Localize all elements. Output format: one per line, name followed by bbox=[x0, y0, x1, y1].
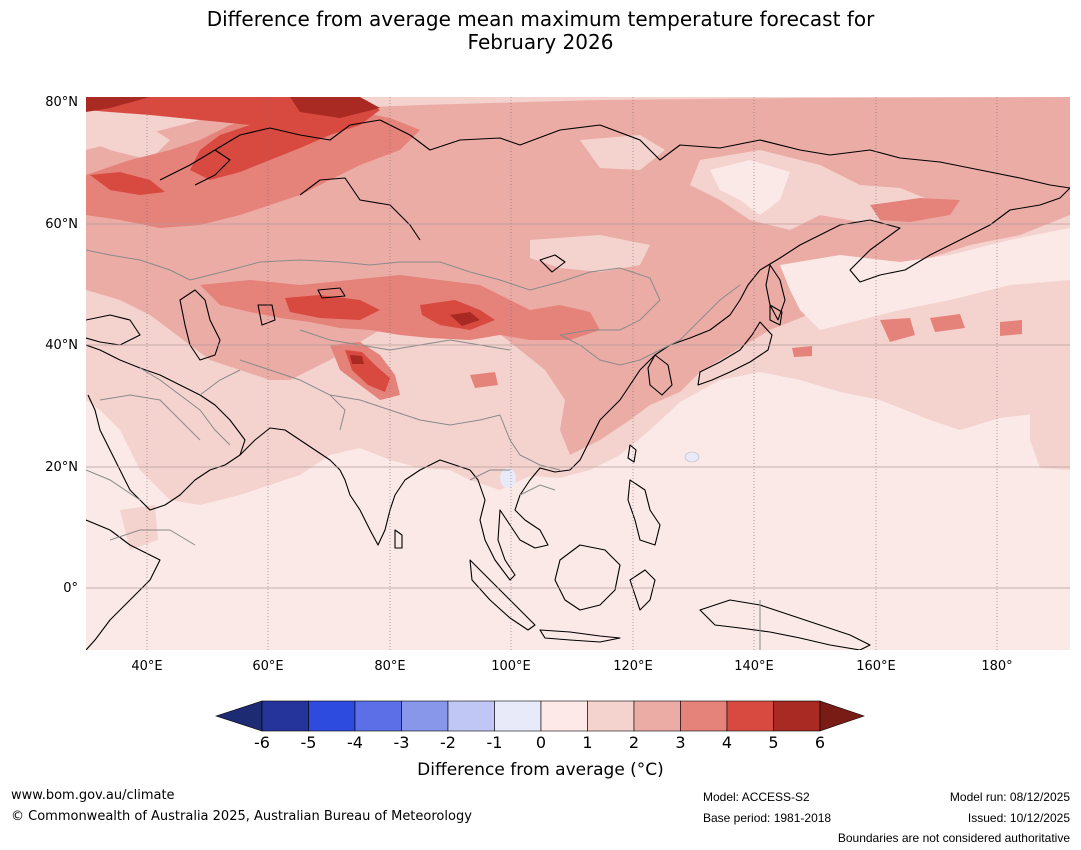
colorbar-extend-high bbox=[819, 700, 865, 732]
anomaly-patch-5-6 bbox=[350, 355, 364, 364]
colorbar-cell bbox=[494, 700, 542, 732]
anomaly-patch-1-2 bbox=[86, 108, 170, 160]
anomaly-band-5-6 bbox=[86, 97, 150, 112]
anomaly-patch-negative bbox=[500, 468, 516, 488]
colorbar-tick: -2 bbox=[440, 733, 456, 752]
anomaly-patch-5-6 bbox=[450, 312, 480, 326]
title-line-1: Difference from average mean maximum tem… bbox=[206, 7, 875, 31]
lon-label: 40°E bbox=[131, 659, 163, 674]
lon-label: 60°E bbox=[252, 659, 284, 674]
anomaly-patch-1-2 bbox=[120, 505, 158, 550]
colorbar-cell bbox=[261, 700, 309, 732]
colorbar-cell bbox=[587, 700, 635, 732]
model-run-date: Model run: 08/12/2025 bbox=[949, 790, 1070, 804]
colorbar-cell bbox=[633, 700, 681, 732]
colorbar-tick: 6 bbox=[814, 733, 826, 752]
colorbar-cell bbox=[773, 700, 821, 732]
anomaly-patch-5-6 bbox=[290, 97, 380, 118]
lon-label: 120°E bbox=[613, 659, 653, 674]
colorbar-tick: -6 bbox=[254, 733, 270, 752]
model-name: Model: ACCESS-S2 bbox=[703, 790, 810, 804]
lat-label: 80°N bbox=[45, 95, 78, 110]
base-period: Base period: 1981-2018 bbox=[703, 811, 832, 825]
lon-label: 180° bbox=[981, 659, 1013, 674]
boundaries-disclaimer: Boundaries are not considered authoritat… bbox=[837, 831, 1070, 845]
colorbar-cell bbox=[726, 700, 774, 732]
colorbar-label: Difference from average (°C) bbox=[417, 760, 664, 780]
anomaly-band-4-5 bbox=[86, 97, 380, 180]
colorbar-cell bbox=[540, 700, 588, 732]
lat-label: 20°N bbox=[45, 460, 78, 475]
anomaly-patch-3-4 bbox=[1000, 320, 1022, 336]
colorbar-tick: -4 bbox=[347, 733, 363, 752]
colorbar-extend-low bbox=[215, 700, 263, 732]
colorbar-cell bbox=[401, 700, 449, 732]
anomaly-patch-4-5 bbox=[285, 295, 380, 320]
colorbar-tick: 5 bbox=[768, 733, 779, 752]
lat-label: 60°N bbox=[45, 217, 78, 232]
anomaly-patch-3-4 bbox=[870, 198, 960, 222]
anomaly-patch-1-2 bbox=[1030, 405, 1070, 470]
lon-label: 140°E bbox=[734, 659, 774, 674]
colorbar-cell bbox=[308, 700, 356, 732]
anomaly-patch-3-4 bbox=[792, 346, 812, 357]
anomaly-patch-0-1 bbox=[780, 228, 1070, 330]
issued-date: Issued: 10/12/2025 bbox=[967, 811, 1070, 825]
colorbar-cell bbox=[354, 700, 402, 732]
colorbar-tick: -5 bbox=[300, 733, 317, 752]
colorbar bbox=[215, 700, 865, 732]
colorbar-tick: -3 bbox=[393, 733, 410, 752]
colorbar-tick: 3 bbox=[675, 733, 686, 752]
colorbar-tick: 4 bbox=[721, 733, 733, 752]
colorbar-tick: 0 bbox=[535, 733, 547, 752]
anomaly-patch-0-1 bbox=[710, 160, 790, 215]
lon-label: 160°E bbox=[856, 659, 896, 674]
anomaly-band-3-4 bbox=[86, 108, 420, 228]
anomaly-patch-1-2 bbox=[530, 235, 650, 272]
coastlines bbox=[86, 119, 1070, 650]
map-title: Difference from average mean maximum tem… bbox=[0, 8, 1081, 54]
graticule bbox=[146, 97, 998, 650]
anomaly-patch-4-5 bbox=[90, 172, 165, 195]
colorbar-cell bbox=[680, 700, 728, 732]
lat-label: 40°N bbox=[45, 338, 78, 353]
anomaly-patch-3-4 bbox=[470, 372, 498, 388]
anomaly-patch-negative bbox=[684, 451, 700, 463]
title-line-2: February 2026 bbox=[467, 30, 614, 54]
anomaly-patch-3-4 bbox=[930, 314, 965, 332]
latitude-lines bbox=[86, 223, 1070, 589]
website-link[interactable]: www.bom.gov.au/climate bbox=[11, 788, 175, 803]
country-borders bbox=[86, 249, 761, 650]
anomaly-patch-3-4 bbox=[880, 318, 915, 342]
colorbar-tick: -1 bbox=[486, 733, 503, 752]
colorbar-tick: 1 bbox=[582, 733, 593, 752]
anomaly-band-3-4 bbox=[200, 275, 600, 340]
lat-label: 0° bbox=[63, 581, 78, 596]
lon-label: 80°E bbox=[374, 659, 406, 674]
copyright-text: © Commonwealth of Australia 2025, Austra… bbox=[11, 809, 472, 824]
colorbar-tick: 2 bbox=[628, 733, 640, 752]
colorbar-cell bbox=[447, 700, 495, 732]
lon-label: 100°E bbox=[491, 659, 531, 674]
